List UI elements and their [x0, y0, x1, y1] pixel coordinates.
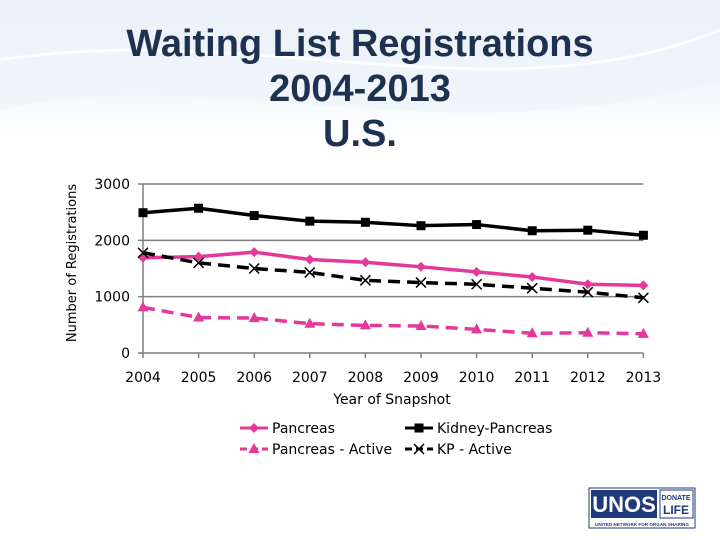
y-axis-label: Number of Registrations: [65, 184, 80, 342]
legend-marker: [248, 443, 260, 453]
data-point: [304, 317, 316, 328]
x-tick-label: 2006: [236, 370, 272, 386]
data-point: [638, 280, 649, 291]
x-tick-label: 2009: [403, 370, 439, 386]
series-group: [137, 203, 649, 338]
data-point: [526, 282, 538, 294]
data-point: [416, 261, 426, 272]
legend-item: KP - Active: [405, 442, 512, 458]
legend-item: Kidney-Pancreas: [405, 421, 552, 437]
data-point: [582, 279, 593, 290]
x-marker-stroke: [526, 282, 538, 294]
legend-item: Pancreas - Active: [240, 442, 392, 458]
data-point: [638, 230, 648, 240]
data-point: [415, 319, 427, 330]
x-tick-label: 2012: [570, 370, 606, 386]
data-point: [472, 220, 482, 230]
legend-marker: [249, 423, 259, 433]
slide-title: Waiting List Registrations 2004-2013 U.S…: [60, 22, 660, 157]
y-tick-label: 1000: [94, 290, 130, 306]
data-point: [360, 217, 370, 227]
data-point: [193, 251, 204, 262]
data-point: [249, 247, 260, 258]
data-point: [527, 271, 538, 282]
x-tick-label: 2008: [348, 370, 384, 386]
y-tick-label: 0: [121, 346, 130, 362]
data-point: [583, 225, 593, 235]
data-point: [637, 292, 649, 304]
data-point: [360, 257, 371, 268]
data-point: [359, 319, 371, 330]
series-line: [142, 250, 644, 288]
x-marker-stroke: [193, 257, 205, 269]
data-point: [248, 312, 260, 323]
title-line-3: U.S.: [323, 113, 397, 155]
series-kp-active: [137, 247, 649, 304]
data-point: [471, 323, 483, 334]
gridlines: [143, 183, 644, 298]
x-tick-label: 2013: [626, 370, 662, 386]
data-point: [304, 266, 316, 278]
x-tick-label: 2007: [292, 370, 328, 386]
legend-label: Pancreas - Active: [272, 442, 392, 458]
x-marker-stroke: [582, 286, 594, 298]
legend-marker: [414, 423, 424, 433]
legend-item: Pancreas: [240, 421, 335, 437]
legend-label: KP - Active: [437, 442, 512, 458]
data-point: [194, 203, 204, 213]
series-pancreas: [138, 247, 649, 291]
data-point: [248, 262, 260, 275]
data-point: [138, 208, 148, 218]
series-kidney-pancreas: [138, 203, 648, 240]
title-line-2: 2004-2013: [269, 68, 451, 110]
legend-label: Kidney-Pancreas: [437, 421, 552, 437]
series-line: [142, 305, 644, 336]
x-marker-stroke: [248, 262, 260, 275]
data-point: [582, 326, 594, 337]
title-line-1: Waiting List Registrations: [126, 23, 594, 65]
data-point: [527, 226, 537, 236]
x-tick-label: 2011: [514, 370, 550, 386]
x-marker-stroke: [137, 247, 149, 259]
x-tick-label: 2010: [459, 370, 495, 386]
tick-labels: 0 1000 2000 3000 2004 2005 2006 2007 2008 2009 201…: [94, 177, 661, 386]
x-tick-label: 2005: [181, 370, 217, 386]
x-marker-stroke: [471, 278, 483, 290]
x-marker-stroke: [415, 277, 427, 289]
data-point: [582, 286, 594, 298]
y-tick-label: 2000: [94, 233, 130, 249]
x-marker-stroke: [637, 292, 649, 304]
data-point: [137, 247, 149, 259]
data-point: [137, 301, 149, 312]
series-line: [142, 251, 644, 300]
data-point: [305, 216, 315, 226]
data-point: [637, 327, 649, 338]
series-pancreas-active: [137, 301, 649, 338]
legend: Pancreas Kidney-Pancreas Pancreas - Active…: [240, 421, 552, 458]
data-point: [526, 327, 538, 338]
legend-label: Pancreas: [272, 421, 335, 437]
x-marker-stroke: [304, 266, 316, 278]
data-point: [415, 277, 427, 289]
x-marker-stroke: [413, 443, 425, 455]
data-point: [359, 274, 371, 286]
series-line: [142, 206, 644, 238]
legend-marker: [413, 443, 425, 455]
y-tick-label: 3000: [94, 177, 130, 193]
x-tick-label: 2004: [125, 370, 161, 386]
data-point: [471, 266, 482, 277]
data-point: [193, 311, 205, 322]
data-point: [471, 278, 483, 290]
data-point: [193, 257, 205, 269]
x-marker-stroke: [359, 274, 371, 286]
data-point: [249, 211, 259, 221]
data-point: [304, 254, 315, 265]
data-point: [416, 221, 426, 231]
x-axis-label: Year of Snapshot: [332, 392, 451, 408]
